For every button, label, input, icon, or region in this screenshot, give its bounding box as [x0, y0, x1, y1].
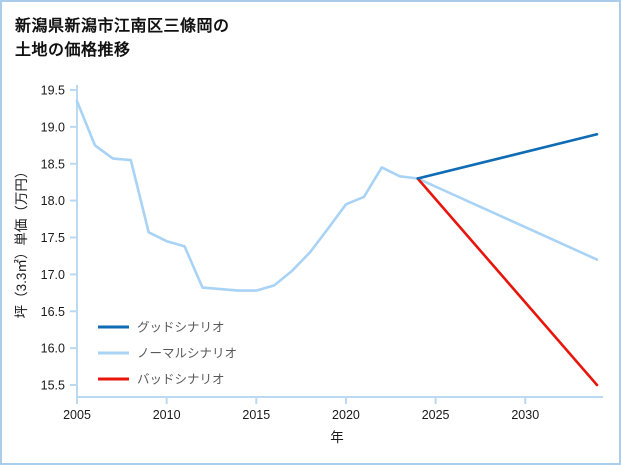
- x-tick-label: 2015: [242, 408, 270, 422]
- y-axis-title: 坪（3.3㎡）単価（万円）: [14, 165, 29, 319]
- x-tick-label: 2010: [153, 408, 181, 422]
- bad-scenario-line: [416, 177, 599, 387]
- y-tick-label: 18.5: [41, 157, 65, 171]
- y-tick-label: 17.5: [41, 231, 65, 245]
- page-title-line2: 土地の価格推移: [15, 42, 131, 59]
- x-tick-label: 2030: [511, 408, 539, 422]
- y-tick-label: 19.0: [41, 120, 65, 134]
- normal-scenario-line: [75, 99, 599, 292]
- page-title: 新潟県新潟市江南区三條岡の 土地の価格推移: [15, 15, 230, 63]
- normal-scenario-legend-label: ノーマルシナリオ: [137, 347, 237, 361]
- y-tick-label: 19.5: [41, 84, 65, 98]
- page-title-line1: 新潟県新潟市江南区三條岡の: [15, 18, 230, 35]
- y-tick-label: 18.0: [41, 194, 65, 208]
- y-tick-label: 16.5: [41, 305, 65, 319]
- x-axis-title: 年: [330, 430, 344, 445]
- x-tick-label: 2005: [63, 408, 91, 422]
- price-trend-chart: 15.5 16.0 16.5 17.0 17.5 18.0 18.5 19.0 19.5 2005…: [14, 84, 603, 445]
- y-tick-label: 17.0: [41, 268, 65, 282]
- x-tick-label: 2025: [422, 408, 450, 422]
- x-tick-label: 2020: [332, 408, 360, 422]
- y-tick-label: 15.5: [41, 379, 65, 393]
- good-scenario-line: [416, 132, 599, 180]
- bad-scenario-legend-label: バッドシナリオ: [137, 373, 225, 387]
- good-scenario-legend-label: グッドシナリオ: [137, 321, 225, 335]
- y-tick-label: 16.0: [41, 342, 65, 356]
